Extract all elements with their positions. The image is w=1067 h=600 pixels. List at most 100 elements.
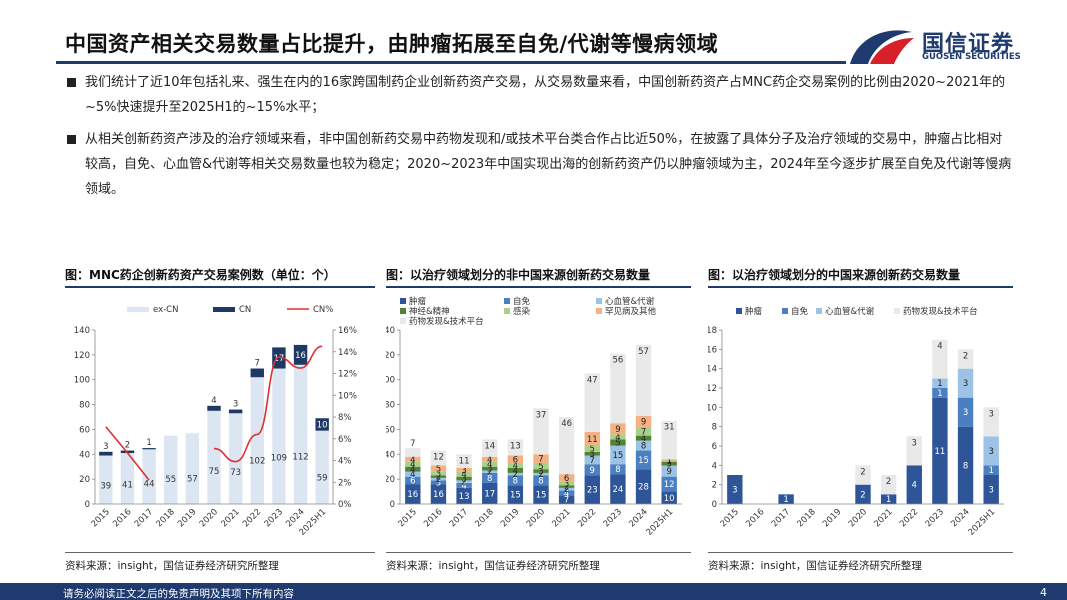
bar-segment: [584, 475, 600, 504]
bar-segment: [405, 466, 421, 472]
logo-text-cn: 国信证券: [922, 32, 1015, 57]
bar-segment: [405, 476, 421, 485]
data-label: 39: [100, 481, 111, 491]
data-label: 3: [461, 475, 466, 485]
bar-exCN: [185, 433, 200, 504]
bar-segment: [405, 484, 421, 504]
bar-segment: [430, 484, 447, 504]
legend-label: CN: [239, 305, 251, 315]
data-label: 2: [436, 473, 441, 483]
legend-label: 神经&精神: [409, 306, 450, 317]
tick-label: 6: [712, 442, 717, 452]
data-label: 5: [436, 465, 441, 475]
data-label: 7: [255, 359, 260, 369]
bar-segment: [507, 455, 524, 463]
legend-label: CN%: [313, 305, 333, 315]
tick-label: 100: [386, 376, 395, 386]
data-label: 57: [187, 474, 198, 484]
bar-CN: [293, 344, 308, 365]
data-label: 55: [165, 475, 176, 485]
tick-label: 2019: [499, 507, 521, 529]
tick-label: 2023: [924, 507, 946, 529]
bar-segment: [635, 450, 652, 470]
tick-label: 2024: [627, 507, 649, 529]
bullet-item: 从相关创新药资产涉及的治疗领域来看，非中国创新药交易中药物发现和/或技术平台类合…: [65, 127, 1015, 202]
data-label: 15: [510, 491, 521, 501]
data-label: 73: [230, 468, 241, 478]
data-label: 2: [461, 478, 466, 488]
tick-label: 2016: [744, 507, 766, 529]
tick-label: 40: [386, 450, 395, 460]
bar-segment: [957, 368, 974, 398]
data-label: 59: [317, 474, 328, 484]
bar-segment: [456, 476, 472, 481]
tick-label: 80: [386, 401, 395, 411]
data-label: 2: [538, 470, 543, 480]
data-label: 4: [211, 396, 216, 406]
bar-segment: [405, 471, 421, 477]
tick-label: 4: [712, 461, 717, 471]
tick-label: 10: [708, 403, 717, 413]
data-label: 16: [407, 490, 418, 500]
data-label: 11: [934, 447, 945, 457]
legend-label: 自免: [513, 296, 531, 307]
data-label: 5: [615, 438, 620, 448]
chart-title: 图：MNC药企创新药资产交易案例数（单位：个）: [65, 268, 336, 282]
data-label: 57: [638, 347, 649, 357]
data-label: 3: [538, 467, 543, 477]
data-label: 3: [436, 470, 441, 480]
data-label: 3: [912, 438, 917, 448]
data-label: 8: [513, 476, 518, 486]
bar-segment: [661, 476, 677, 492]
bar-segment: [558, 490, 575, 496]
tick-label: 8: [712, 423, 717, 433]
data-label: 4: [513, 461, 518, 471]
data-label: 4: [410, 460, 415, 470]
legend-label: 肿瘤: [745, 306, 763, 317]
source-rule: [65, 552, 375, 553]
legend-label: 药物发现&技术平台: [409, 316, 484, 327]
tick-label: 2018: [154, 507, 176, 529]
data-label: 3: [461, 466, 466, 476]
tick-label: 20: [386, 475, 395, 485]
legend-swatch: [596, 298, 602, 304]
chart-title-rule: [708, 286, 1013, 288]
chart-title-rule: [65, 286, 375, 288]
data-label: 1: [988, 466, 993, 476]
bar-segment: [482, 472, 498, 483]
source-note: 资料来源：insight，国信证券经济研究所整理: [65, 560, 279, 572]
data-label: 13: [510, 441, 521, 451]
tick-label: 60: [386, 425, 395, 435]
tick-label: 2020: [847, 507, 869, 529]
tick-label: 6%: [338, 435, 352, 445]
data-label: 12: [664, 480, 675, 490]
bar-CN: [207, 405, 221, 411]
data-label: 3: [590, 450, 595, 460]
line-cn-pct: [213, 345, 323, 463]
data-label: 3: [963, 379, 968, 389]
data-label: 17: [484, 489, 495, 499]
bar-segment: [778, 494, 794, 504]
bar-segment: [430, 465, 447, 472]
bar-exCN: [250, 377, 264, 504]
tick-label: 20: [79, 475, 90, 485]
bar-segment: [456, 471, 472, 477]
tick-label: 2022: [898, 507, 920, 529]
data-label: 17: [273, 354, 284, 364]
chart-title-rule: [386, 286, 691, 288]
tick-label: 18: [708, 326, 717, 336]
tick-label: 2018: [473, 507, 495, 529]
tick-label: 2015: [397, 507, 419, 529]
data-label: 10: [664, 494, 675, 504]
data-label: 8: [487, 474, 492, 484]
bar-segment: [661, 420, 677, 460]
data-label: 11: [587, 435, 598, 445]
data-label: 6: [513, 455, 518, 465]
bar-CN: [99, 451, 113, 456]
tick-label: 40: [79, 450, 90, 460]
bar-segment: [610, 434, 626, 440]
bar-segment: [932, 339, 948, 379]
footer-bar: [0, 583, 1067, 600]
